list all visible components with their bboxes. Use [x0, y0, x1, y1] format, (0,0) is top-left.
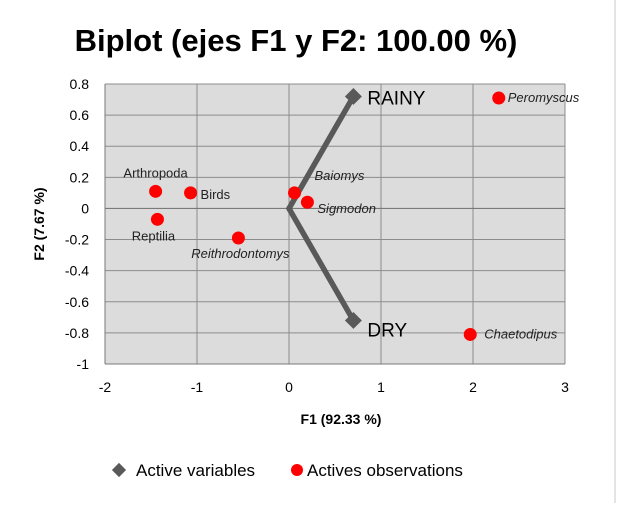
- y-tick-label: 0: [81, 200, 89, 216]
- legend-observations-label: Actives observations: [307, 461, 463, 480]
- legend: Active variables Actives observations: [111, 461, 463, 480]
- variable-label: DRY: [367, 320, 407, 341]
- observation-point: [150, 212, 164, 226]
- x-tick-label: 1: [377, 379, 385, 395]
- observation-point: [463, 327, 477, 341]
- y-tick-label: 0.8: [70, 76, 90, 92]
- y-tick-label: 0.6: [70, 107, 90, 123]
- legend-variables-label: Active variables: [136, 461, 255, 480]
- y-tick-label: -0.2: [65, 232, 89, 248]
- y-tick-label: 0.2: [70, 169, 90, 185]
- x-axis-label: F1 (92.33 %): [301, 411, 382, 427]
- observation-label: Reithrodontomys: [191, 246, 290, 261]
- observation-point: [149, 184, 163, 198]
- x-tick-label: 2: [469, 379, 477, 395]
- x-tick-label: -1: [191, 379, 204, 395]
- observation-label: Baiomys: [315, 168, 365, 183]
- variable-marker: [344, 87, 362, 105]
- y-axis-label: F2 (7.67 %): [31, 187, 47, 260]
- y-tick-label: -1: [77, 356, 90, 372]
- observation-label: Birds: [201, 187, 231, 202]
- observation-label: Peromyscus: [508, 90, 580, 105]
- variable-label: RAINY: [367, 88, 425, 109]
- observation-label: Reptilia: [132, 228, 176, 243]
- x-tick-label: 3: [561, 379, 569, 395]
- tick-labels: -2 -1 0 1 2 3 -1 -0.8 -0.6 -0.4 -0.2 0 0.2 0.4 0.6 0.8: [65, 76, 569, 395]
- y-tick-label: -0.4: [65, 263, 89, 279]
- observation-label: Chaetodipus: [484, 326, 557, 341]
- y-tick-label: 0.4: [70, 138, 90, 154]
- legend-observations-marker: [291, 464, 303, 476]
- chart-title: Biplot (ejes F1 y F2: 100.00 %): [75, 23, 518, 58]
- observation-point: [288, 186, 302, 200]
- y-tick-label: -0.8: [65, 325, 89, 341]
- observation-point: [492, 91, 506, 105]
- y-tick-label: -0.6: [65, 294, 89, 310]
- observation-label: Sigmodon: [317, 201, 376, 216]
- variable-vector: [286, 205, 357, 324]
- legend-variables-marker: [111, 462, 127, 478]
- axes: [104, 84, 565, 365]
- x-tick-label: 0: [285, 379, 293, 395]
- x-tick-label: -2: [99, 379, 112, 395]
- observation-point: [231, 231, 245, 245]
- observation-label: Arthropoda: [123, 165, 188, 180]
- variable-marker: [344, 311, 362, 329]
- observation-point: [184, 186, 198, 200]
- observation-point: [300, 195, 314, 209]
- observations: Peromyscus Baiomys Sigmodon Arthropoda Birds…: [123, 90, 579, 341]
